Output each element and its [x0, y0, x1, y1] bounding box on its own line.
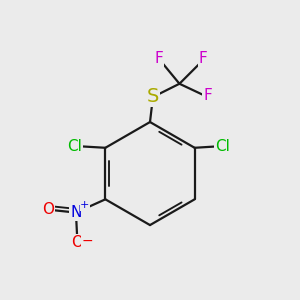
Text: Cl: Cl — [215, 139, 230, 154]
Text: O: O — [71, 235, 83, 250]
Text: O: O — [42, 202, 54, 217]
Text: +: + — [80, 200, 89, 210]
Text: N: N — [70, 205, 82, 220]
Text: F: F — [199, 51, 207, 66]
Text: F: F — [154, 51, 163, 66]
Text: S: S — [147, 88, 159, 106]
Text: Cl: Cl — [67, 139, 82, 154]
Text: −: − — [82, 233, 94, 248]
Text: F: F — [203, 88, 212, 103]
